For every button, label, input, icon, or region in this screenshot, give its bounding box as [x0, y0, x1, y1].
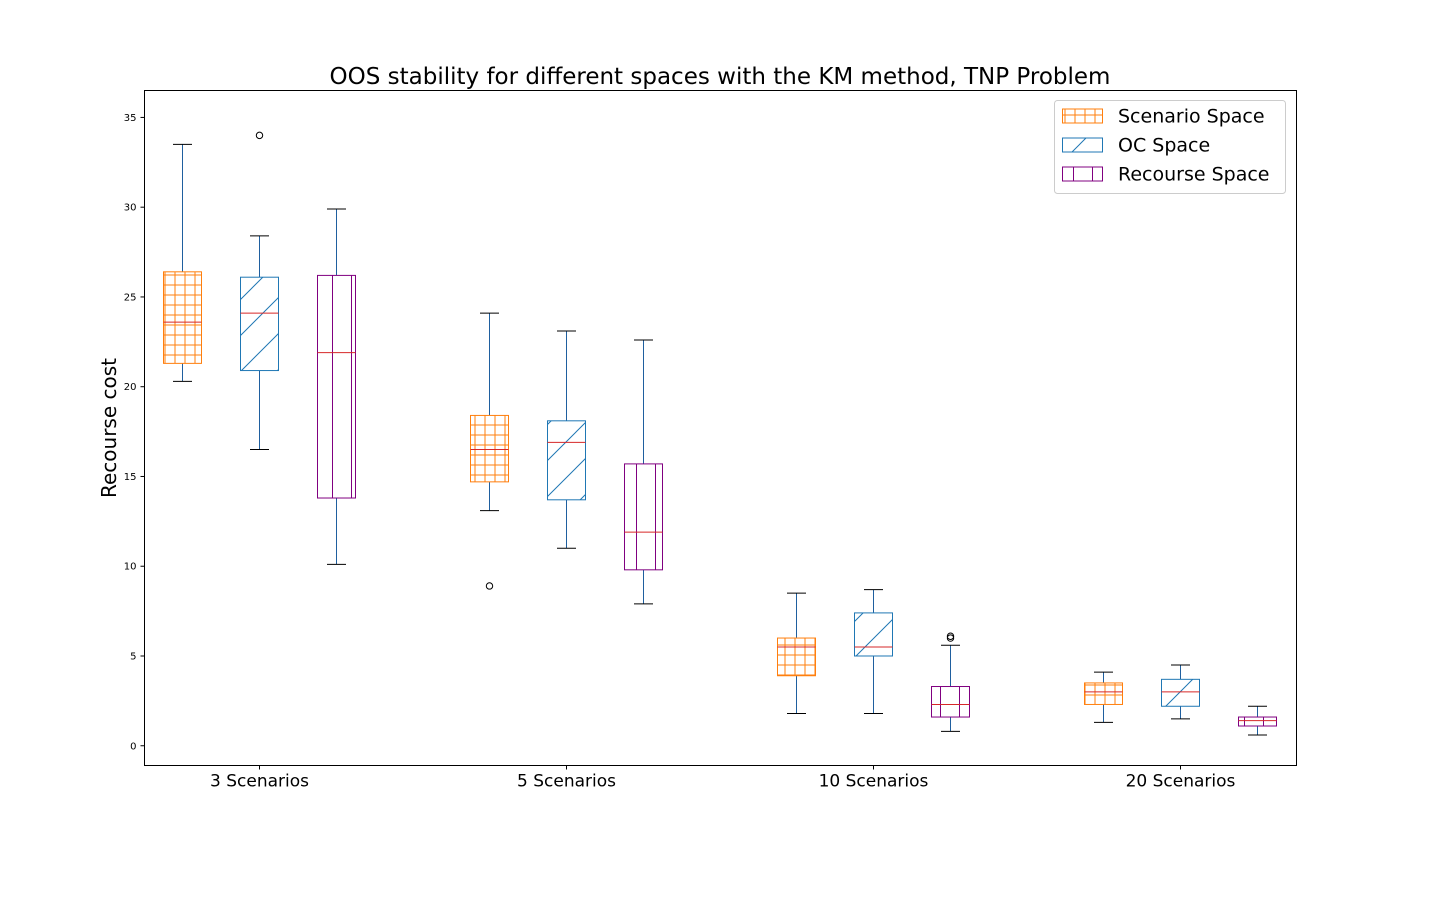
y-tick-label: 5	[130, 651, 136, 662]
box-body	[163, 271, 202, 364]
legend-label: Recourse Space	[1118, 164, 1270, 186]
box-body	[547, 420, 586, 501]
outlier-point	[485, 582, 494, 590]
y-tick-label: 25	[124, 292, 137, 303]
legend-swatch	[1062, 166, 1103, 182]
box-group	[777, 592, 816, 714]
plot-area-frame	[144, 90, 1297, 766]
box-plot-series	[163, 131, 1277, 736]
y-tick-label: 35	[124, 113, 137, 124]
box-group	[624, 339, 663, 605]
box-body	[1161, 678, 1200, 707]
x-tick-label: 3 Scenarios	[210, 772, 309, 792]
y-tick-label: 30	[124, 203, 137, 214]
y-axis-ticks: 0 5 10 15 20 25 30 35	[124, 113, 145, 752]
box-group	[854, 589, 893, 714]
y-tick-label: 20	[124, 382, 137, 393]
x-axis-ticks: 3 Scenarios 5 Scenarios 10 Scenarios 20 Sce…	[210, 765, 1236, 792]
x-tick-label: 20 Scenarios	[1126, 772, 1236, 792]
outlier-point	[946, 632, 955, 640]
box-body	[1238, 716, 1277, 727]
x-tick-label: 5 Scenarios	[517, 772, 616, 792]
box-body	[624, 463, 663, 571]
legend-swatch	[1062, 137, 1103, 153]
box-group	[547, 330, 586, 549]
box-group	[470, 312, 509, 590]
box-body	[240, 276, 279, 372]
y-axis-label: Recourse cost	[97, 358, 121, 498]
box-body	[1084, 682, 1123, 705]
x-tick-label: 10 Scenarios	[819, 772, 929, 792]
box-body	[854, 612, 893, 657]
box-group	[163, 143, 202, 382]
box-group	[1084, 671, 1123, 723]
outlier-point	[255, 131, 264, 140]
box-group	[1238, 705, 1277, 736]
box-group	[1161, 664, 1200, 720]
box-group	[240, 131, 279, 451]
box-body	[317, 274, 356, 499]
y-tick-label: 10	[124, 562, 137, 573]
legend-label: OC Space	[1118, 135, 1210, 157]
box-group	[317, 208, 356, 565]
chart-legend: Scenario Space OC Space Recourse Space	[1054, 100, 1286, 194]
box-body	[931, 686, 970, 718]
box-group	[931, 632, 970, 732]
legend-label: Scenario Space	[1118, 106, 1265, 128]
legend-swatch	[1062, 108, 1103, 124]
y-tick-label: 0	[130, 741, 136, 752]
chart-title: OOS stability for different spaces with …	[330, 64, 1111, 90]
box-body	[777, 637, 816, 677]
box-body	[470, 414, 509, 483]
legend-frame	[1054, 100, 1286, 194]
y-tick-label: 15	[124, 472, 137, 483]
